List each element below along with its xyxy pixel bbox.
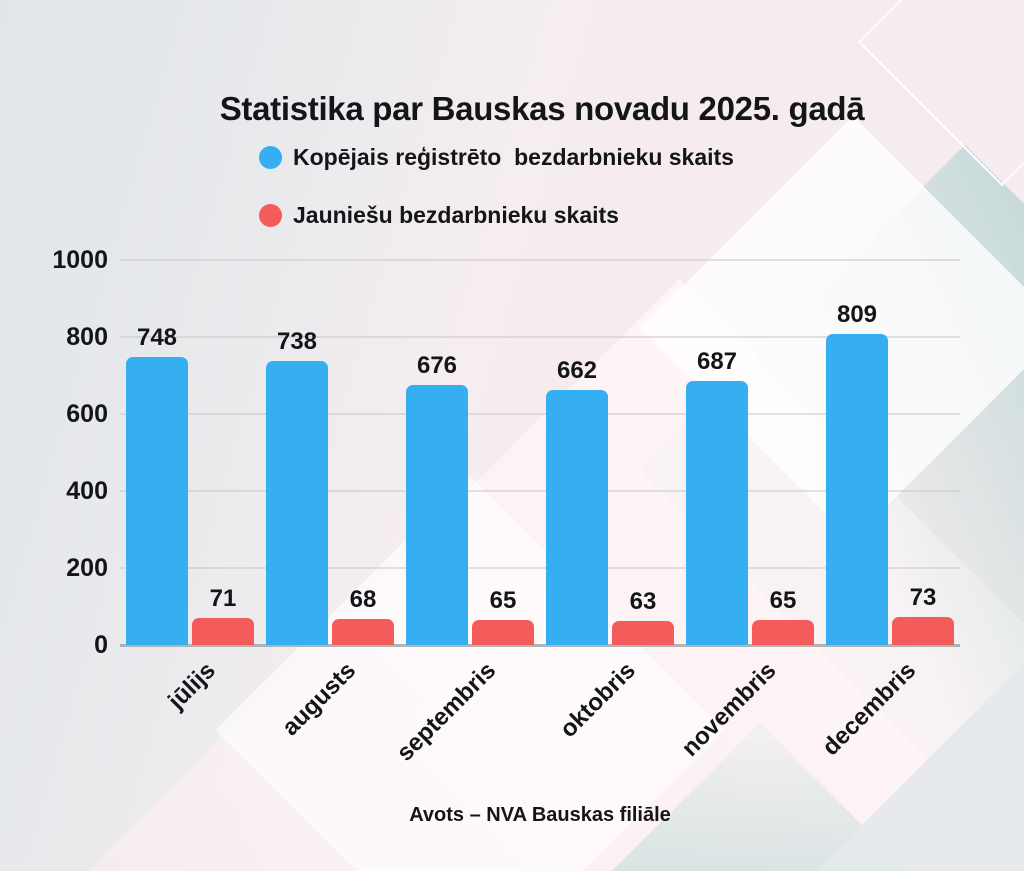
gridline — [120, 413, 960, 415]
total-bar — [406, 384, 468, 645]
bar-chart-plot-area: 748 71 738 68 676 65 662 63 687 65 809 73 — [120, 259, 960, 647]
youth-bar — [332, 618, 394, 645]
legend-dot-youth-icon — [259, 203, 282, 227]
legend-label-total: Kopējais reģistrēto bezdarbnieku skaits — [293, 143, 734, 170]
y-axis-tick-label: 1000 — [52, 246, 108, 274]
gridline — [120, 490, 960, 492]
total-value-label: 809 — [836, 300, 878, 328]
legend: Kopējais reģistrēto bezdarbnieku skaits … — [259, 140, 734, 256]
total-value-label: 738 — [276, 327, 318, 355]
total-bar — [126, 357, 188, 645]
y-axis-tick-label: 200 — [66, 554, 108, 582]
youth-bar — [472, 619, 534, 645]
legend-item-total: Kopējais reģistrēto bezdarbnieku skaits — [259, 140, 734, 174]
youth-value-label: 68 — [349, 585, 377, 613]
legend-label-youth: Jauniešu bezdarbnieku skaits — [293, 201, 619, 228]
y-axis-tick-label: 600 — [66, 400, 108, 428]
total-value-label: 662 — [556, 357, 598, 385]
youth-value-label: 65 — [769, 586, 797, 614]
legend-dot-total-icon — [259, 145, 282, 169]
youth-value-label: 73 — [909, 583, 937, 611]
y-axis-tick-label: 800 — [66, 323, 108, 351]
gridline — [120, 336, 960, 338]
y-axis-tick-label: 0 — [94, 631, 108, 659]
gridline — [120, 259, 960, 261]
total-bar — [686, 380, 748, 645]
total-value-label: 748 — [136, 324, 178, 352]
youth-bar — [612, 620, 674, 645]
total-bar — [266, 360, 328, 645]
total-bar — [546, 390, 608, 645]
youth-value-label: 63 — [629, 587, 657, 615]
gridline — [120, 567, 960, 569]
chart-title: Statistika par Bauskas novadu 2025. gadā — [219, 90, 865, 128]
youth-bar — [752, 619, 814, 645]
total-bar — [826, 333, 888, 645]
youth-value-label: 65 — [489, 586, 517, 614]
youth-bar — [892, 616, 954, 645]
total-value-label: 687 — [696, 347, 738, 375]
total-value-label: 676 — [416, 351, 458, 379]
youth-bar — [192, 617, 254, 645]
source-note: Avots – NVA Bauskas filiāle — [409, 804, 671, 826]
y-axis-tick-label: 400 — [66, 477, 108, 505]
x-axis-baseline — [120, 644, 960, 647]
youth-value-label: 71 — [209, 584, 237, 612]
legend-item-youth: Jauniešu bezdarbnieku skaits — [259, 198, 734, 232]
